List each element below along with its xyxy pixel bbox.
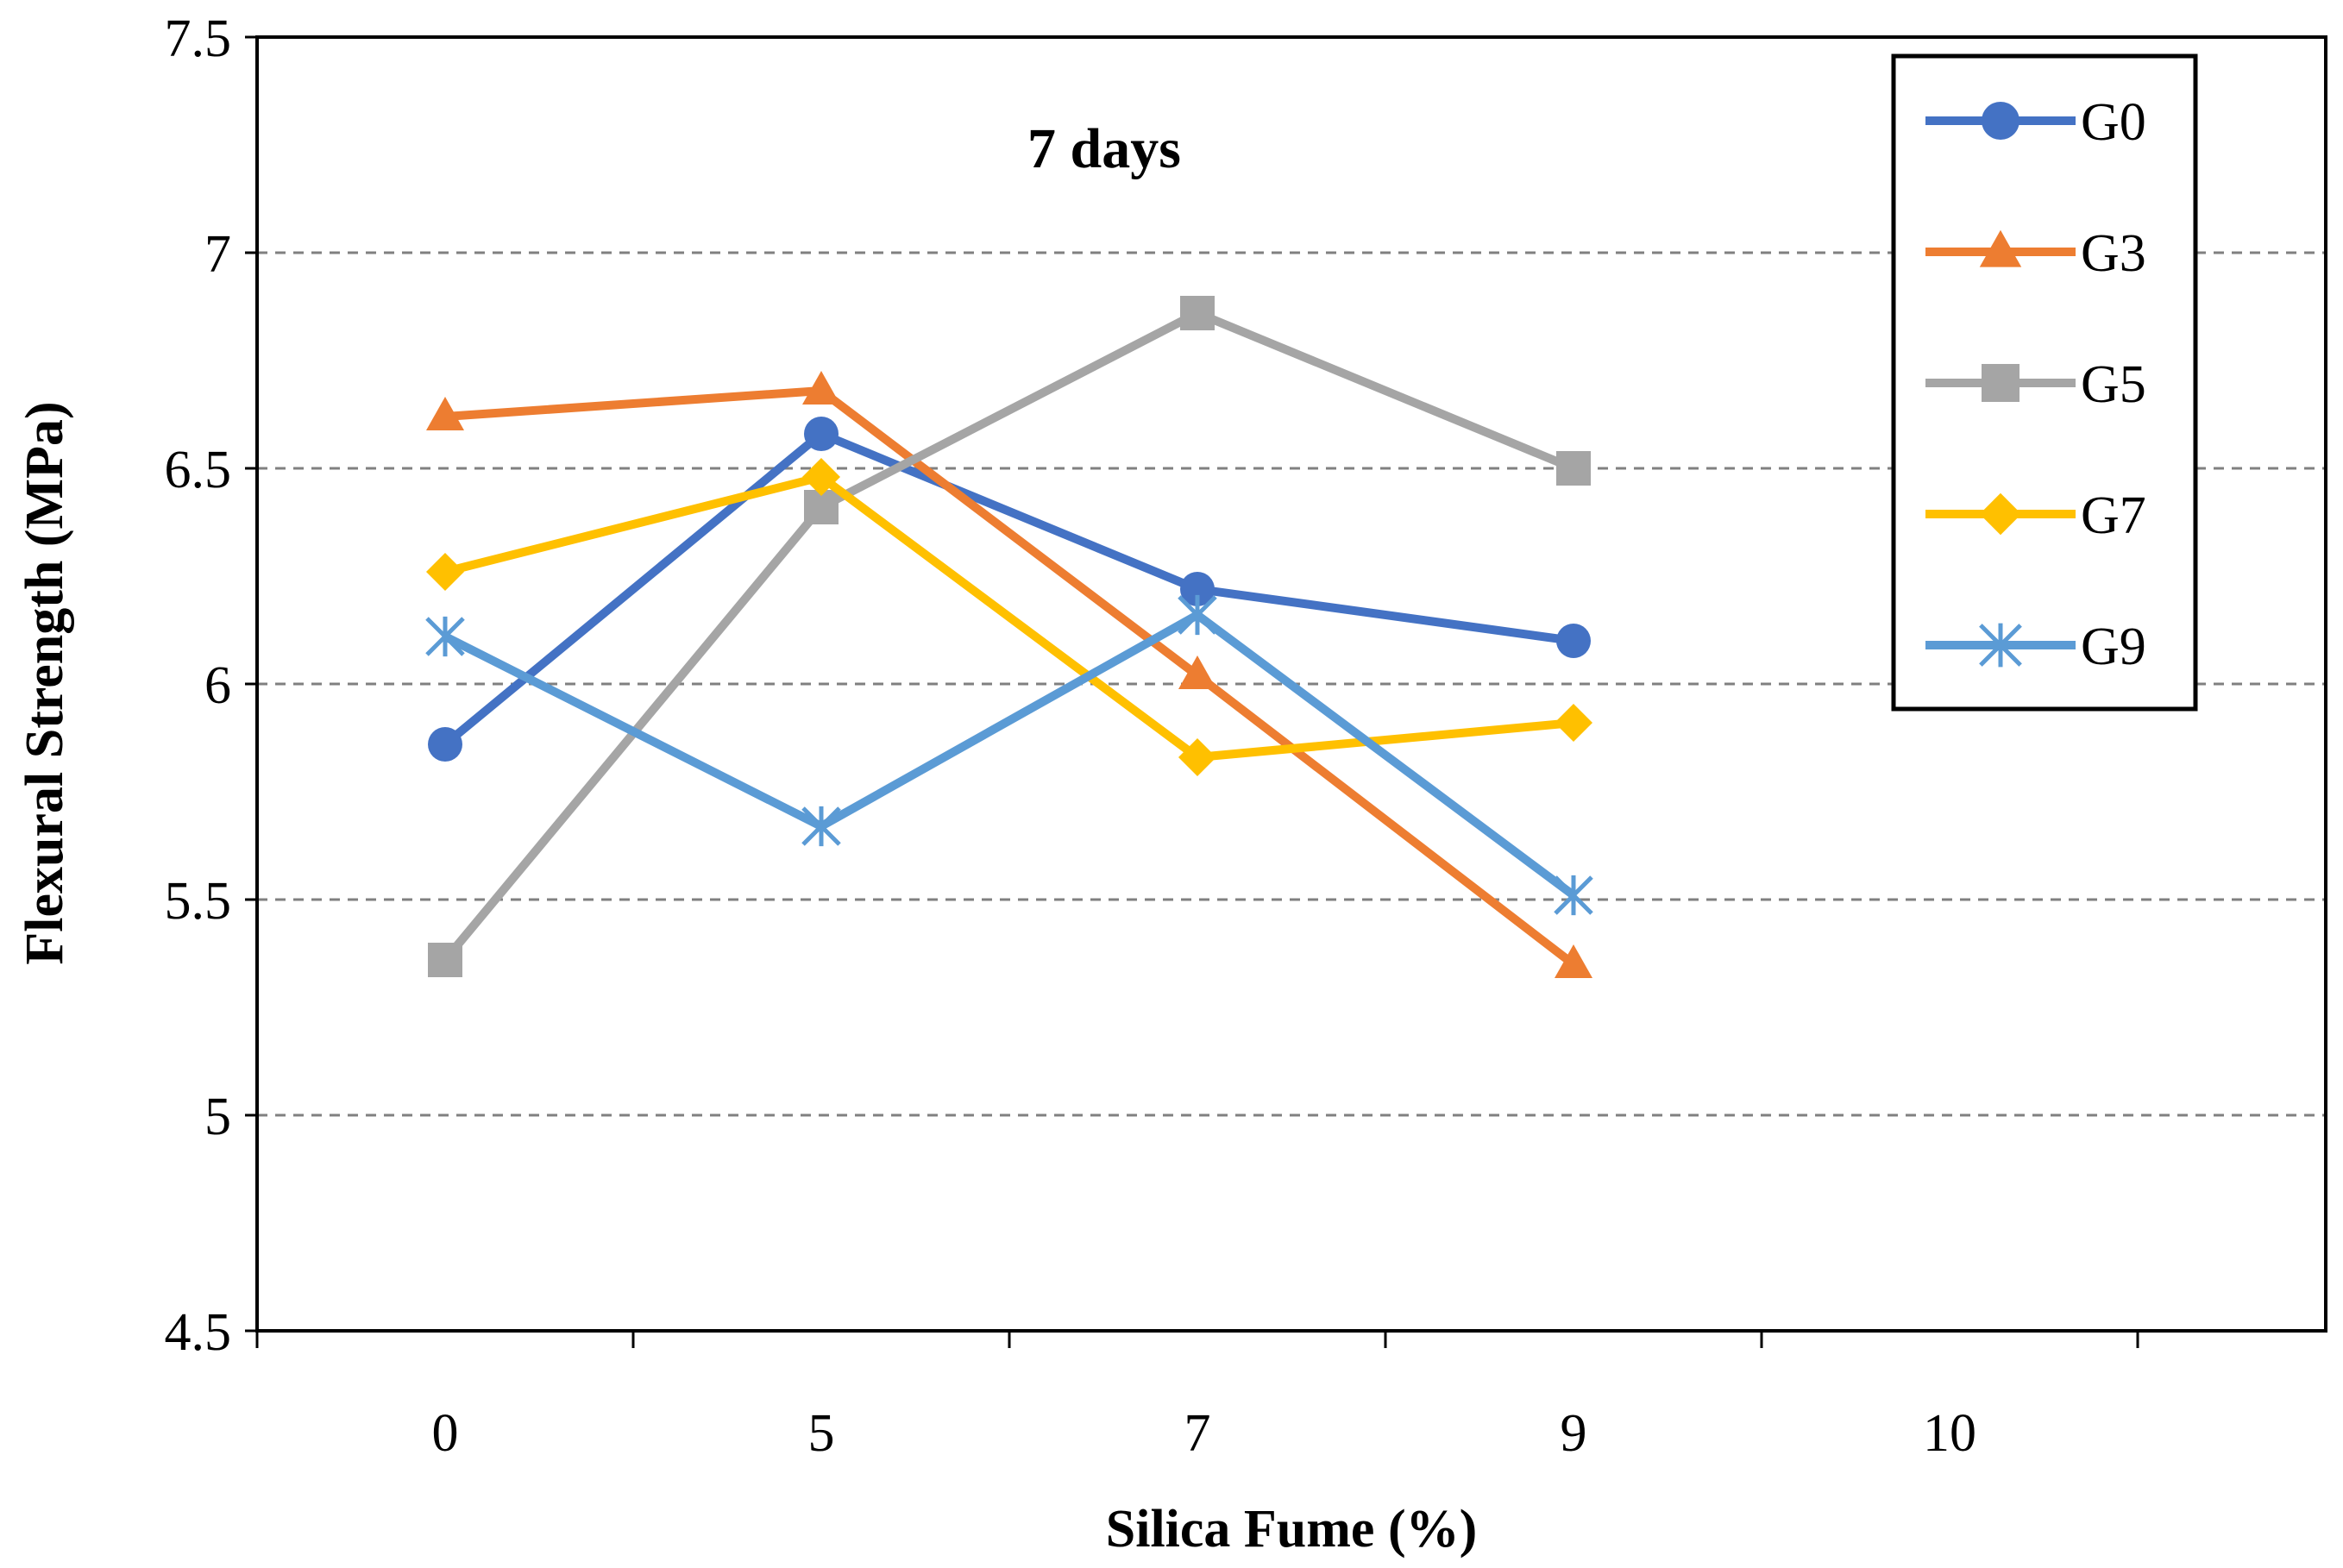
data-point xyxy=(804,417,839,451)
data-point xyxy=(428,943,462,977)
data-point xyxy=(1556,451,1591,486)
x-tick-label: 7 xyxy=(1184,1404,1211,1463)
data-point xyxy=(802,371,840,405)
data-point xyxy=(1178,738,1216,776)
legend-item-g0: G0 xyxy=(1925,93,2146,152)
data-point xyxy=(1178,655,1216,689)
legend-item-g7: G7 xyxy=(1925,486,2146,545)
legend-label: G0 xyxy=(2081,93,2146,152)
x-axis-ticks: 0 5 7 9 10 xyxy=(255,1331,2139,1463)
legend-marker xyxy=(1979,623,2022,668)
data-point xyxy=(802,458,840,496)
y-axis-ticks: 4.5 5 5.5 6 6.5 7 7.5 xyxy=(165,9,257,1362)
data-point xyxy=(1554,875,1593,916)
x-tick-label: 5 xyxy=(808,1404,835,1463)
series-g7 xyxy=(426,458,1592,776)
series-line xyxy=(444,386,1577,968)
legend-label: G7 xyxy=(2081,486,2146,545)
legend-item-g5: G5 xyxy=(1925,355,2146,414)
y-tick-label: 7 xyxy=(204,225,231,284)
data-point xyxy=(1555,944,1592,978)
y-tick-label: 4.5 xyxy=(165,1303,232,1362)
data-point xyxy=(1180,296,1215,330)
data-point xyxy=(1178,594,1217,636)
y-tick-label: 5 xyxy=(204,1088,231,1146)
legend-marker xyxy=(1982,364,2020,402)
data-point xyxy=(1180,572,1215,606)
x-tick-label: 0 xyxy=(432,1404,459,1463)
series-g3 xyxy=(426,371,1592,978)
series-g9 xyxy=(425,594,1593,916)
legend-item-g3: G3 xyxy=(1925,224,2146,283)
series-line xyxy=(443,611,1576,900)
y-tick-label: 6 xyxy=(204,656,231,715)
y-tick-label: 5.5 xyxy=(165,872,232,931)
legend-label: G5 xyxy=(2081,355,2146,414)
data-point xyxy=(1556,624,1591,658)
series-line xyxy=(442,430,1574,748)
series-g0 xyxy=(428,417,1591,762)
legend-marker xyxy=(1979,492,2022,536)
data-point xyxy=(425,616,465,657)
y-axis-title: Flexural Strength (MPa) xyxy=(16,401,74,964)
legend-marker xyxy=(1979,229,2022,267)
x-axis-title: Silica Fume (%) xyxy=(1106,1500,1478,1559)
x-tick-label: 9 xyxy=(1561,1404,1587,1463)
legend-marker xyxy=(1982,102,2020,140)
chart-title: 7 days xyxy=(1027,117,1181,180)
x-tick-label: 10 xyxy=(1923,1404,1976,1463)
legend-label: G3 xyxy=(2081,224,2146,283)
data-point xyxy=(426,397,464,430)
data-point xyxy=(426,553,464,591)
legend-item-g9: G9 xyxy=(1925,618,2146,676)
y-tick-label: 6.5 xyxy=(165,441,232,499)
legend: G0 G3 G5 G7 G9 xyxy=(1891,53,2198,712)
data-point xyxy=(428,727,462,762)
series-layer xyxy=(425,296,1593,978)
y-tick-label: 7.5 xyxy=(165,9,232,68)
series-line xyxy=(443,473,1574,762)
data-point xyxy=(1555,704,1592,742)
data-point xyxy=(801,806,841,847)
legend-label: G9 xyxy=(2081,618,2146,676)
